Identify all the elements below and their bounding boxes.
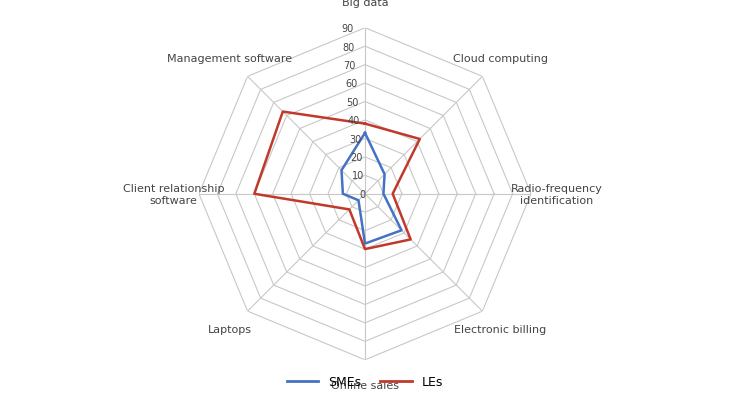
Text: 70: 70 xyxy=(344,61,356,71)
Text: 40: 40 xyxy=(347,116,360,126)
Text: 10: 10 xyxy=(351,171,364,181)
Text: 60: 60 xyxy=(345,79,357,89)
Text: 20: 20 xyxy=(350,153,362,162)
Text: 30: 30 xyxy=(349,134,361,144)
Text: 0: 0 xyxy=(359,189,365,199)
Text: 80: 80 xyxy=(342,43,355,52)
Text: 90: 90 xyxy=(341,24,353,34)
Legend: SMEs, LEs: SMEs, LEs xyxy=(282,371,448,393)
Text: 50: 50 xyxy=(346,97,358,108)
